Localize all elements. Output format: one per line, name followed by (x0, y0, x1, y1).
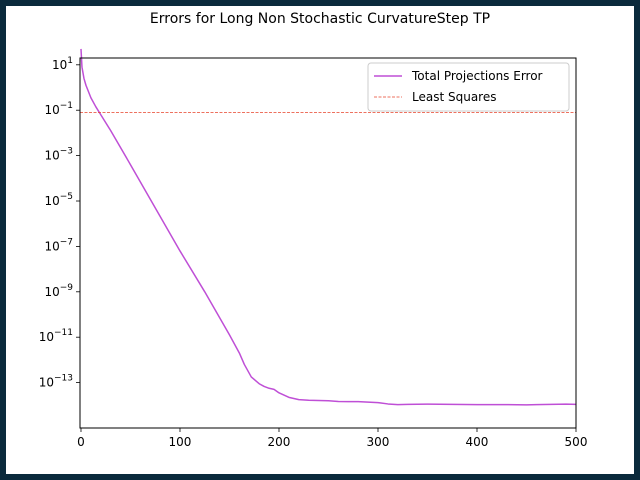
y-tick-label: 10−9 (44, 283, 73, 299)
legend-label-least-squares: Least Squares (412, 90, 496, 104)
plot-series (80, 48, 577, 406)
legend-box (367, 62, 570, 112)
x-tick-label: 100 (169, 435, 192, 449)
legend: Total Projections Error Least Squares (367, 62, 570, 112)
y-tick-label: 10−7 (44, 237, 73, 253)
legend-label-total-projections-error: Total Projections Error (411, 69, 543, 83)
x-tick-label: 200 (268, 435, 291, 449)
chart-title: Errors for Long Non Stochastic Curvature… (150, 11, 490, 27)
series-line-total-projections-error (80, 48, 577, 406)
x-tick-label: 0 (77, 435, 85, 449)
y-axis: 101 10−1 10−3 10−5 10−7 10−9 10−11 10−13 (39, 56, 80, 390)
figure: Errors for Long Non Stochastic Curvature… (6, 6, 634, 474)
y-tick-label: 10−1 (44, 101, 73, 117)
plot-frame (79, 57, 577, 429)
x-tick-label: 300 (367, 435, 390, 449)
x-tick-label: 400 (466, 435, 489, 449)
y-tick-label: 101 (52, 56, 73, 72)
chart: Errors for Long Non Stochastic Curvature… (39, 11, 588, 449)
y-tick-label: 10−3 (44, 147, 73, 163)
x-tick-label: 500 (565, 435, 588, 449)
y-tick-label: 10−13 (39, 374, 73, 390)
y-tick-label: 10−5 (44, 192, 73, 208)
x-axis: 0 100 200 300 400 500 (77, 428, 587, 449)
y-tick-label: 10−11 (39, 328, 73, 344)
